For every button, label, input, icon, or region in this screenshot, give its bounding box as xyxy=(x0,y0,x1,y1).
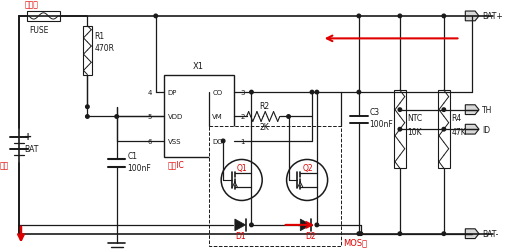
Circle shape xyxy=(154,15,158,18)
Text: BAT: BAT xyxy=(24,145,38,154)
Text: R1: R1 xyxy=(94,32,104,41)
Bar xyxy=(438,91,450,168)
Text: 2K: 2K xyxy=(259,122,269,131)
Text: BAT+: BAT+ xyxy=(482,12,503,21)
Text: 2: 2 xyxy=(240,114,245,120)
Circle shape xyxy=(357,15,361,18)
Polygon shape xyxy=(465,105,479,115)
Circle shape xyxy=(221,160,262,201)
Text: DP: DP xyxy=(168,90,177,96)
Circle shape xyxy=(310,91,314,94)
Text: 3: 3 xyxy=(240,90,245,96)
Text: C3: C3 xyxy=(370,108,379,117)
Circle shape xyxy=(398,15,402,18)
Text: R4: R4 xyxy=(452,114,462,122)
Circle shape xyxy=(315,91,318,94)
Polygon shape xyxy=(465,125,479,134)
Circle shape xyxy=(221,140,225,143)
Text: 控制IC: 控制IC xyxy=(168,160,184,169)
Circle shape xyxy=(357,91,361,94)
Circle shape xyxy=(287,115,291,119)
Circle shape xyxy=(250,223,253,227)
Circle shape xyxy=(442,128,446,132)
Text: DO: DO xyxy=(212,138,223,144)
Text: TH: TH xyxy=(482,106,492,115)
Text: VDD: VDD xyxy=(168,114,183,120)
Circle shape xyxy=(315,223,318,227)
Text: BAT-: BAT- xyxy=(482,229,498,238)
Text: C1: C1 xyxy=(127,152,138,160)
Text: 470R: 470R xyxy=(94,44,114,52)
Circle shape xyxy=(115,115,118,119)
Circle shape xyxy=(86,106,89,109)
Text: 100nF: 100nF xyxy=(127,163,151,172)
Circle shape xyxy=(442,232,446,235)
Circle shape xyxy=(442,15,446,18)
Text: D2: D2 xyxy=(305,231,316,240)
Circle shape xyxy=(359,232,362,235)
Text: 47K: 47K xyxy=(452,127,466,136)
Text: FUSE: FUSE xyxy=(29,26,48,35)
Bar xyxy=(209,127,341,246)
Text: MOS管: MOS管 xyxy=(343,237,368,246)
Circle shape xyxy=(286,160,328,201)
Bar xyxy=(163,75,234,157)
Text: 1: 1 xyxy=(240,138,245,144)
Text: 10K: 10K xyxy=(408,127,422,136)
Circle shape xyxy=(398,108,402,112)
Polygon shape xyxy=(465,229,479,238)
Text: VM: VM xyxy=(212,114,223,120)
Text: VSS: VSS xyxy=(168,138,181,144)
Text: 6: 6 xyxy=(148,138,152,144)
Text: R2: R2 xyxy=(259,102,269,111)
Bar xyxy=(394,91,406,168)
Text: 4: 4 xyxy=(148,90,152,96)
Polygon shape xyxy=(300,219,311,231)
Circle shape xyxy=(357,232,361,235)
Text: +: + xyxy=(24,132,32,141)
Text: X1: X1 xyxy=(193,62,204,71)
Text: CO: CO xyxy=(212,90,222,96)
Circle shape xyxy=(86,115,89,119)
Bar xyxy=(83,26,92,75)
Bar xyxy=(27,12,60,22)
Circle shape xyxy=(398,232,402,235)
Text: ID: ID xyxy=(482,125,490,134)
Text: 电芯: 电芯 xyxy=(0,161,9,170)
Text: Q1: Q1 xyxy=(237,163,248,172)
Text: Q2: Q2 xyxy=(302,163,313,172)
Text: NTC: NTC xyxy=(408,114,423,122)
Polygon shape xyxy=(465,12,479,22)
Text: D1: D1 xyxy=(235,231,246,240)
Text: 5: 5 xyxy=(148,114,152,120)
Polygon shape xyxy=(235,219,246,231)
Circle shape xyxy=(250,91,253,94)
Text: 保险丝: 保险丝 xyxy=(25,1,39,10)
Text: 100nF: 100nF xyxy=(370,119,393,128)
Circle shape xyxy=(442,108,446,112)
Circle shape xyxy=(398,128,402,132)
